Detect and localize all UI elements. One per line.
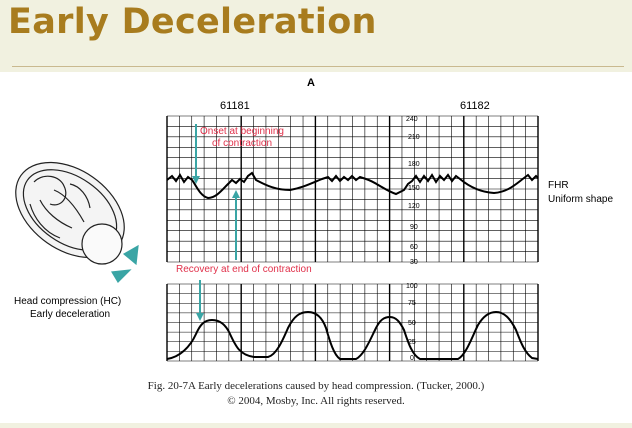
onset-arrow-icon [192, 176, 200, 184]
fhr-tick-label: 150 [408, 185, 420, 192]
annotation-onset-line1: Onset at beginning [200, 126, 284, 137]
fhr-tick-label: 180 [408, 161, 420, 168]
strip-number-left: 61181 [220, 100, 250, 112]
panel-letter: A [307, 77, 315, 89]
figure-panel: A 61181 61182 240 210 180 150 120 90 60 … [0, 72, 632, 423]
compression-arrow-icon [122, 244, 139, 266]
figure-caption: Fig. 20-7A Early decelerations caused by… [147, 380, 485, 392]
recovery-arrow-icon [232, 190, 240, 198]
fhr-tick-label: 240 [406, 116, 418, 123]
title-divider [12, 66, 624, 67]
fhr-scale: 240 210 180 150 120 90 60 30 [406, 116, 420, 266]
illustration-label-line2: Early deceleration [30, 309, 110, 320]
uc-tick-label: 75 [408, 300, 416, 307]
annotation-recovery: Recovery at end of contraction [176, 264, 312, 275]
annotation-onset-line2: of contraction [212, 138, 272, 149]
strip-number-right: 61182 [460, 100, 490, 112]
figure-copyright: © 2004, Mosby, Inc. All rights reserved. [227, 395, 405, 407]
compression-arrow-icon [111, 269, 132, 283]
illustration-label-line1: Head compression (HC) [14, 296, 121, 307]
uc-grid [166, 283, 539, 362]
uc-tick-label: 100 [406, 283, 418, 290]
fetal-monitor-diagram: A 61181 61182 240 210 180 150 120 90 60 … [14, 77, 613, 362]
uc-scale: 100 75 50 25 0 [406, 283, 418, 362]
fhr-label: FHR [548, 180, 569, 191]
fhr-tick-label: 30 [410, 259, 418, 266]
fhr-trace [166, 171, 539, 200]
uc-arrow-icon [196, 313, 204, 321]
head-compression-illustration [15, 161, 139, 283]
uc-tick-label: 50 [408, 320, 416, 327]
uc-trace [166, 310, 539, 360]
fhr-tick-label: 60 [410, 244, 418, 251]
fhr-tick-label: 90 [410, 224, 418, 231]
fhr-tick-label: 210 [408, 134, 420, 141]
fhr-tick-label: 120 [408, 203, 420, 210]
uc-tick-label: 0 [410, 355, 414, 362]
fhr-uniform-shape-label: Uniform shape [548, 194, 613, 205]
slide-title: Early Deceleration [8, 2, 377, 42]
uc-tick-label: 25 [408, 339, 416, 346]
